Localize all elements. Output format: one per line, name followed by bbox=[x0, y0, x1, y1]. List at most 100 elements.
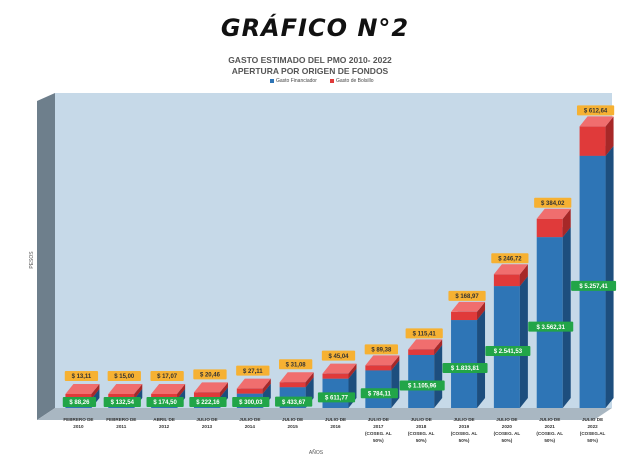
data-label-bolsillo-box bbox=[193, 369, 227, 380]
data-label-bolsillo: $ 384,02 bbox=[541, 201, 565, 207]
bar-bolsillo-side bbox=[434, 339, 443, 355]
bar-bolsillo-top bbox=[236, 378, 271, 389]
bar-bolsillo-side bbox=[177, 384, 186, 399]
bar-financiador-side bbox=[477, 310, 486, 408]
x-tick-label: 50%) bbox=[373, 438, 384, 443]
x-tick-label: 2013 bbox=[202, 424, 213, 429]
bar-bolsillo-top bbox=[493, 264, 528, 275]
data-label-financiador-box bbox=[103, 397, 141, 407]
bar-bolsillo-side bbox=[519, 264, 528, 287]
data-label-bolsillo-box bbox=[107, 371, 141, 381]
x-tick-label: 2011 bbox=[116, 424, 126, 429]
x-tick-label: FEBRERO DE bbox=[106, 417, 136, 422]
data-label-financiador-box bbox=[360, 388, 398, 399]
x-tick-label: 2020 bbox=[502, 424, 513, 429]
bar-group-11: $ 2.541,53 $ 246,72 JULIO DE 2020 (COSEG. AL… bbox=[485, 253, 531, 443]
page-title: GRÁFICO N°2 bbox=[220, 14, 410, 42]
x-tick-label: 50%) bbox=[587, 438, 598, 443]
plot-background bbox=[55, 93, 612, 408]
bar-bolsillo-top bbox=[108, 384, 143, 394]
bar-bolsillo-front bbox=[579, 126, 606, 156]
x-tick-label: (COSEG. AL bbox=[494, 431, 521, 436]
x-tick-label: (COSEG. AL bbox=[365, 431, 392, 436]
bar-bolsillo-front bbox=[193, 392, 220, 398]
bar-bolsillo-side bbox=[391, 355, 400, 371]
data-label-bolsillo-box bbox=[405, 328, 443, 339]
bar-bolsillo-top bbox=[193, 382, 228, 393]
bar-bolsillo-front bbox=[365, 365, 392, 371]
bar-group-4: $ 222,16 $ 20,46 JULIO DE 2013 bbox=[189, 369, 228, 429]
bar-group-7: $ 611,77 $ 45,04 JULIO DE 2016 bbox=[317, 350, 357, 429]
bar-bolsillo-front bbox=[65, 394, 92, 399]
x-tick-label: JULIO DE bbox=[282, 417, 303, 422]
bar-bolsillo-side bbox=[305, 372, 314, 388]
bar-financiador-side bbox=[519, 276, 528, 408]
chart-title: GASTO ESTIMADO DEL PMO 2010- 2022 bbox=[228, 55, 392, 65]
bar-bolsillo-top bbox=[408, 339, 443, 350]
bar-bolsillo-top bbox=[451, 301, 486, 312]
data-label-bolsillo: $ 612,64 bbox=[584, 109, 608, 115]
bar-bolsillo-side bbox=[219, 382, 228, 398]
data-label-bolsillo-box bbox=[321, 350, 356, 361]
x-tick-label: FEBRERO DE bbox=[63, 417, 93, 422]
legend-item-bolsillo: Gasto de Bolsillo bbox=[330, 78, 374, 84]
data-label-bolsillo: $ 31,08 bbox=[286, 362, 307, 368]
data-label-bolsillo: $ 20,46 bbox=[200, 373, 221, 379]
chart-legend: Gasto Financiador Gasto de Bolsillo bbox=[250, 78, 390, 87]
data-label-bolsillo-box bbox=[279, 359, 313, 370]
data-label-bolsillo-box bbox=[150, 371, 184, 381]
legend-label-bolsillo: Gasto de Bolsillo bbox=[336, 78, 374, 84]
x-tick-label: 2014 bbox=[245, 424, 256, 429]
x-tick-label: 2012 bbox=[159, 424, 170, 429]
bar-bolsillo-side bbox=[477, 301, 486, 321]
data-label-financiador: $ 222,16 bbox=[196, 400, 220, 406]
data-label-bolsillo-box bbox=[64, 371, 99, 381]
bar-bolsillo-side bbox=[262, 378, 271, 394]
bar-group-8: $ 784,11 $ 89,38 JULIO DE 2017 (COSEG. AL 50%… bbox=[360, 344, 400, 443]
data-label-financiador-box bbox=[146, 397, 184, 407]
data-label-financiador-box bbox=[275, 396, 313, 407]
x-tick-label: JULIO DE bbox=[368, 417, 389, 422]
x-tick-label: JULIO DE bbox=[582, 417, 603, 422]
data-label-financiador-box bbox=[528, 321, 574, 332]
x-tick-label: JULIO DE bbox=[496, 417, 517, 422]
data-label-financiador: $ 3.562,31 bbox=[537, 325, 566, 331]
data-label-financiador-box bbox=[399, 380, 445, 391]
x-tick-label: ABRIL DE bbox=[153, 417, 175, 422]
data-label-bolsillo: $ 115,41 bbox=[413, 332, 437, 338]
bar-bolsillo-front bbox=[536, 218, 563, 238]
data-label-financiador: $ 784,11 bbox=[368, 391, 392, 397]
bar-bolsillo-top bbox=[579, 116, 614, 127]
x-tick-label: (COSEG. AL bbox=[536, 431, 563, 436]
data-label-bolsillo-box bbox=[491, 253, 529, 264]
bar-financiador-side bbox=[605, 145, 614, 408]
bar-bolsillo-front bbox=[322, 373, 349, 379]
bar-group-1: $ 88,26 $ 13,11 FEBRERO DE 2010 bbox=[62, 371, 100, 429]
data-label-financiador: $ 1.105,96 bbox=[408, 384, 437, 390]
bar-group-13: $ 5.257,41 $ 612,64 JULIO DE 2022 (COSEG.AL 5… bbox=[571, 105, 617, 443]
data-label-financiador-box bbox=[189, 397, 227, 407]
x-tick-label: 2018 bbox=[416, 424, 427, 429]
bar-group-10: $ 1.833,81 $ 168,97 JULIO DE 2019 (COSEG. AL… bbox=[442, 290, 488, 443]
data-label-financiador: $ 300,03 bbox=[239, 400, 263, 406]
x-tick-label: 2022 bbox=[587, 424, 598, 429]
legend-label-financiador: Gasto Financiador bbox=[276, 78, 317, 84]
data-label-financiador-box bbox=[571, 280, 617, 291]
data-label-bolsillo: $ 27,11 bbox=[243, 369, 263, 375]
bar-bolsillo-side bbox=[91, 384, 100, 399]
data-label-financiador-box bbox=[317, 392, 356, 403]
x-tick-label: 2010 bbox=[73, 424, 84, 429]
data-label-bolsillo: $ 45,04 bbox=[328, 354, 349, 360]
data-label-financiador: $ 88,26 bbox=[69, 400, 90, 406]
data-label-bolsillo-box bbox=[364, 344, 398, 355]
bar-financiador-side bbox=[434, 344, 443, 408]
data-label-bolsillo: $ 15,00 bbox=[114, 374, 135, 380]
data-label-financiador: $ 1.833,81 bbox=[451, 366, 480, 372]
bar-bolsillo-front bbox=[493, 274, 520, 287]
data-label-bolsillo: $ 168,97 bbox=[455, 294, 479, 300]
x-tick-label: (COSEG. AL bbox=[451, 431, 478, 436]
bar-bolsillo-top bbox=[322, 363, 357, 374]
bar-bolsillo-front bbox=[108, 394, 135, 399]
bar-bolsillo-side bbox=[348, 363, 357, 379]
bar-bolsillo-front bbox=[279, 382, 306, 388]
